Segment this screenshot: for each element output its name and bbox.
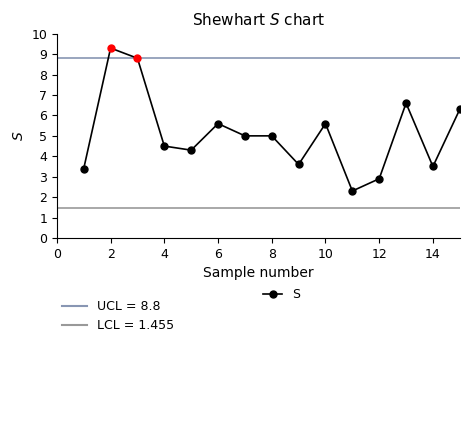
X-axis label: Sample number: Sample number xyxy=(203,266,314,280)
Legend: S: S xyxy=(258,283,305,306)
Title: Shewhart $\it{S}$ chart: Shewhart $\it{S}$ chart xyxy=(192,12,325,28)
Y-axis label: $S$: $S$ xyxy=(12,131,26,141)
